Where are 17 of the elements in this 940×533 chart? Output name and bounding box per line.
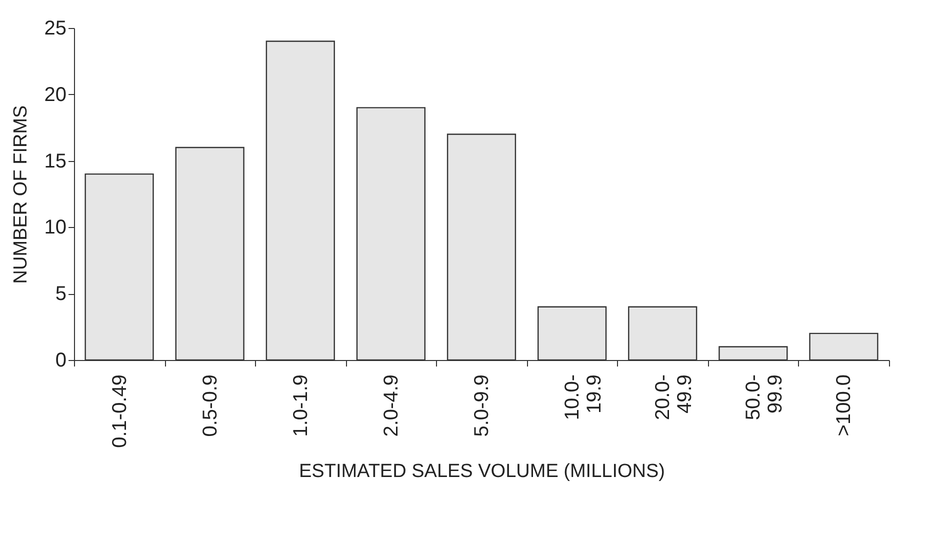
x-tick-label: >100.0 [833, 374, 856, 436]
y-tick-label: 15 [44, 150, 66, 172]
y-tick-label: 25 [44, 18, 66, 40]
x-tick-label: 0.5-0.9 [199, 374, 222, 437]
y-tick-label: 0 [55, 350, 66, 372]
x-tick-label: 20.0-49.9 [652, 374, 696, 420]
x-tick-label: 0.1-0.49 [108, 374, 131, 448]
x-axis-title: ESTIMATED SALES VOLUME (MILLIONS) [298, 460, 666, 482]
y-axis-title: NUMBER OF FIRMS [10, 105, 32, 284]
y-tick-label: 5 [55, 283, 66, 306]
x-tick-label: 50.0-99.9 [742, 374, 787, 420]
x-tick-label: 2.0-4.9 [380, 374, 402, 437]
x-tick-label: 1.0-1.9 [290, 374, 312, 437]
y-tick-label: 20 [44, 84, 66, 106]
x-tick-label: 10.0-19.9 [562, 374, 606, 420]
y-tick-label: 10 [44, 216, 66, 239]
x-tick-label: 5.0-9.9 [471, 374, 493, 437]
